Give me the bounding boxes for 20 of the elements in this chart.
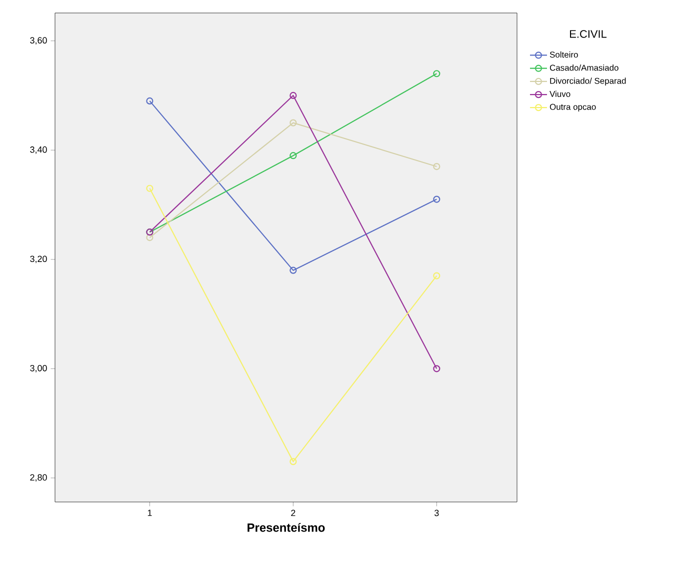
point [290, 458, 297, 466]
legend-label: Solteiro [550, 51, 578, 58]
point [290, 92, 297, 100]
point [290, 119, 297, 126]
x-tick-label: 1 [148, 510, 152, 516]
x-axis-title: Presenteísmo [248, 522, 325, 532]
legend-title: E.CIVIL [570, 30, 607, 38]
legend-label: Outra opcao [550, 104, 596, 112]
y-tick-label: 3,20 [30, 256, 47, 264]
y-tick-label: 3,00 [30, 364, 47, 372]
y-tick-label: 3,40 [30, 146, 47, 154]
point [290, 266, 297, 274]
x-tick-label: 3 [434, 510, 439, 516]
legend-label: Casado/Amasiado [550, 64, 618, 71]
legend-label: Divorciado/ Separad [550, 78, 626, 86]
y-tick-label: 2,80 [30, 474, 47, 482]
y-tick-label: 3,60 [30, 37, 47, 45]
x-tick-label: 2 [291, 510, 296, 516]
point [290, 152, 297, 160]
legend-label: Viuvo [550, 90, 570, 97]
